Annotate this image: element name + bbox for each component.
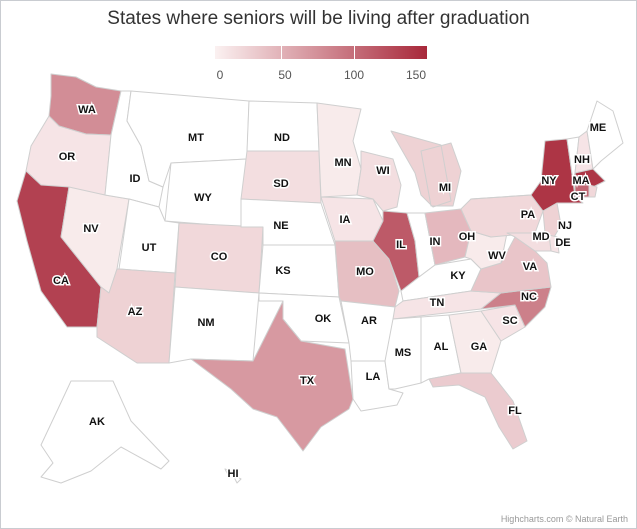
state-mi[interactable] xyxy=(390,130,462,208)
state-label-mi: MI xyxy=(439,182,451,194)
state-label-pa: PA xyxy=(521,209,536,221)
state-label-mo: MO xyxy=(356,266,374,278)
state-label-nh: NH xyxy=(574,154,590,166)
state-label-tn: TN xyxy=(430,297,445,309)
state-label-co: CO xyxy=(211,251,228,263)
state-label-wv: WV xyxy=(488,250,506,262)
state-label-ut: UT xyxy=(142,242,157,254)
state-hi[interactable] xyxy=(224,468,242,484)
state-label-al: AL xyxy=(434,341,449,353)
state-mn[interactable] xyxy=(316,102,362,198)
state-ks[interactable] xyxy=(258,244,340,298)
state-label-sd: SD xyxy=(273,178,288,190)
state-fl[interactable] xyxy=(428,372,528,450)
legend-tick-label: 150 xyxy=(405,68,427,82)
credits-link[interactable]: Highcharts.com © Natural Earth xyxy=(500,514,628,524)
state-label-fl: FL xyxy=(508,405,522,417)
state-label-wa: WA xyxy=(78,104,96,116)
state-ga[interactable] xyxy=(448,310,502,374)
state-label-ms: MS xyxy=(395,347,412,359)
state-az[interactable] xyxy=(96,268,176,364)
state-ma[interactable] xyxy=(574,168,606,188)
state-label-ct: CT xyxy=(571,191,586,203)
state-label-ar: AR xyxy=(361,315,377,327)
legend-gradient-bar xyxy=(215,46,427,59)
state-label-ak: AK xyxy=(89,416,105,428)
state-label-oh: OH xyxy=(459,231,476,243)
state-label-nd: ND xyxy=(274,132,290,144)
state-label-nv: NV xyxy=(83,223,99,235)
state-label-ks: KS xyxy=(275,265,290,277)
state-label-id: ID xyxy=(130,173,141,185)
state-label-tx: TX xyxy=(300,375,315,387)
state-md[interactable] xyxy=(506,232,552,252)
state-label-va: VA xyxy=(523,261,538,273)
state-tx[interactable] xyxy=(190,300,354,452)
state-label-ny: NY xyxy=(541,175,557,187)
state-label-md: MD xyxy=(532,231,549,243)
state-label-ga: GA xyxy=(471,341,488,353)
state-ny[interactable] xyxy=(470,138,584,212)
state-label-me: ME xyxy=(590,122,607,134)
state-labels: WA OR CA NV ID MT WY UT AZ CO NM ND SD NE KS OK TX MN IA MO… xyxy=(52,102,608,481)
state-label-in: IN xyxy=(430,236,441,248)
legend-tick-label: 50 xyxy=(278,68,292,82)
state-label-de: DE xyxy=(555,237,570,249)
state-label-az: AZ xyxy=(128,306,143,318)
state-ri[interactable] xyxy=(588,184,598,198)
state-label-ma: MA xyxy=(572,175,589,187)
legend-tick-mark xyxy=(281,46,282,59)
state-label-ia: IA xyxy=(340,214,351,226)
chart-title: States where seniors will be living afte… xyxy=(107,8,530,29)
state-label-nm: NM xyxy=(197,317,214,329)
state-label-ky: KY xyxy=(450,270,466,282)
state-ak[interactable] xyxy=(40,380,170,484)
state-label-ca: CA xyxy=(53,275,69,287)
state-label-sc: SC xyxy=(502,315,517,327)
legend-tick-label: 100 xyxy=(343,68,365,82)
legend-tick-mark xyxy=(354,46,355,59)
state-label-ok: OK xyxy=(315,313,332,325)
state-label-wy: WY xyxy=(194,192,212,204)
state-shapes xyxy=(16,73,624,484)
state-label-or: OR xyxy=(59,151,76,163)
state-me[interactable] xyxy=(586,100,624,170)
state-label-il: IL xyxy=(396,239,406,251)
state-label-la: LA xyxy=(366,371,381,383)
state-label-hi: HI xyxy=(228,468,239,480)
state-label-mn: MN xyxy=(334,157,351,169)
state-label-ne: NE xyxy=(273,220,288,232)
state-label-nc: NC xyxy=(521,291,537,303)
state-nj[interactable] xyxy=(542,202,562,240)
state-label-wi: WI xyxy=(376,165,389,177)
color-legend: 0 50 100 150 xyxy=(215,46,429,86)
state-label-nj: NJ xyxy=(558,220,572,232)
state-label-mt: MT xyxy=(188,132,204,144)
legend-tick-label: 0 xyxy=(216,68,224,82)
